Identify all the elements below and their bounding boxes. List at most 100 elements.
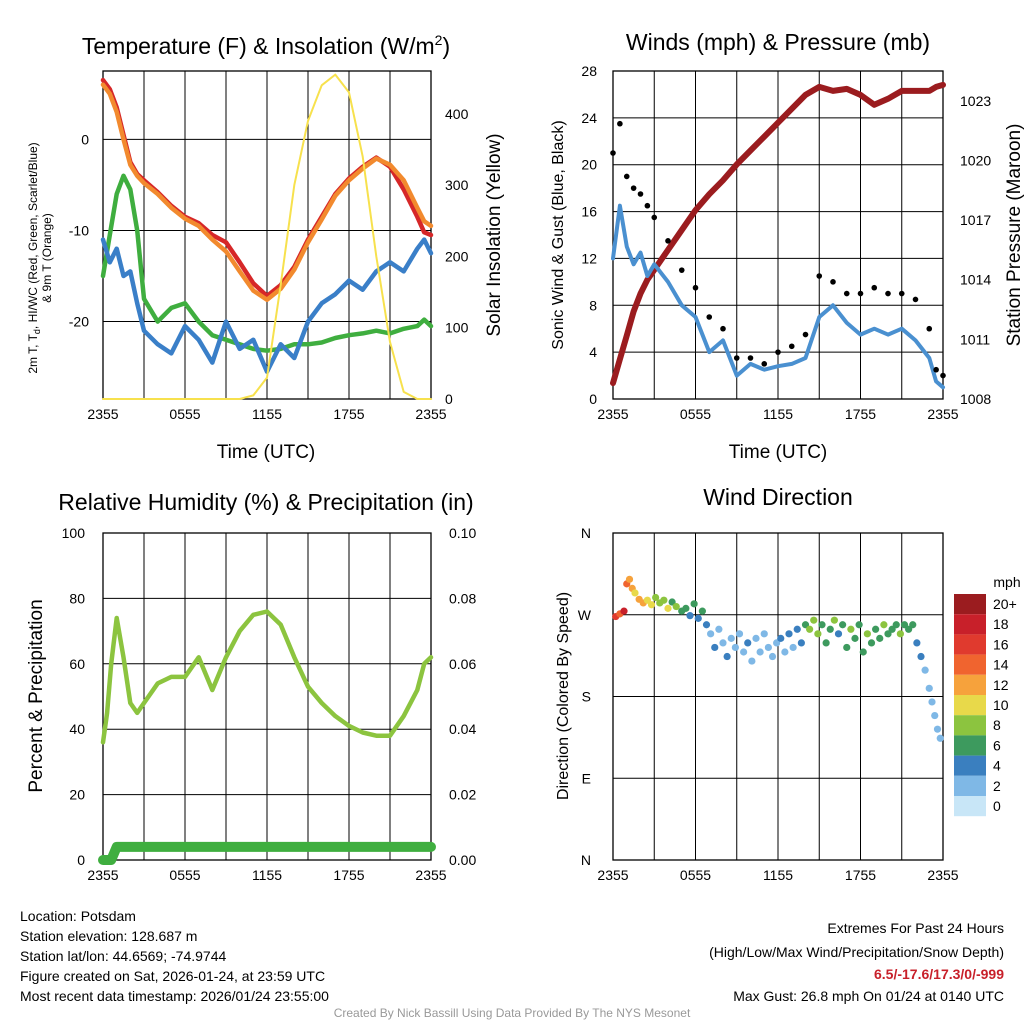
- wind-gust-point: [857, 290, 864, 297]
- temp-ytick-right-label: 200: [445, 248, 469, 264]
- wind-xtick-label: 1755: [845, 406, 876, 422]
- dir-point: [707, 630, 715, 638]
- wind-series-station-pressure: [610, 81, 946, 387]
- dir-point: [664, 604, 672, 612]
- dir-ytick-label: N: [581, 525, 591, 541]
- rh-ytick-right-label: 0.04: [449, 721, 476, 737]
- rh-series-precipitation: [98, 841, 436, 865]
- rh-frame: [102, 532, 432, 861]
- dir-point: [760, 630, 768, 638]
- dir-point: [731, 643, 739, 652]
- dir-point: [839, 621, 847, 629]
- legend-label: 10: [993, 697, 1009, 713]
- dir-point: [843, 643, 851, 652]
- dir-panel: N E S W N 2355 0555 1155 1755 2355: [578, 525, 959, 883]
- dir-point: [867, 639, 876, 647]
- dir-frame: [612, 532, 944, 861]
- dir-point: [735, 630, 744, 638]
- dir-point: [752, 634, 760, 642]
- wind-gust-point: [926, 325, 933, 332]
- temp-title: Temperature (F) & Insolation (W/m2): [82, 32, 450, 59]
- dir-point: [859, 648, 867, 656]
- temp-ytick-right-label: 0: [445, 391, 453, 407]
- temp-series-hi-wc: [100, 237, 434, 374]
- credit-line: Created By Nick Bassill Using Data Provi…: [333, 1006, 691, 1020]
- dir-point: [818, 621, 826, 629]
- footer-latlon: Station lat/lon: 44.6569; -74.9744: [20, 948, 227, 964]
- rh-series-relative-humidity: [100, 609, 434, 745]
- legend-swatch: [954, 674, 986, 695]
- legend-label: 14: [993, 657, 1009, 673]
- wind-xtick-label: 0555: [680, 406, 711, 422]
- dir-ytick-label: S: [582, 689, 591, 705]
- extremes-subtitle: (High/Low/Max Wind/Precipitation/Snow De…: [709, 944, 1004, 960]
- rh-ytick-label: 60: [69, 656, 85, 672]
- legend-swatch: [954, 775, 986, 796]
- temp-xtick-label: 2355: [87, 406, 118, 422]
- rh-xtick-label: 2355: [87, 867, 118, 883]
- dir-ylabel-left: Direction (Colored By Speed): [555, 592, 572, 800]
- wind-gust-point: [630, 185, 637, 191]
- rh-xtick-label: 1155: [252, 867, 282, 883]
- wind-ytick-right-label: 1011: [960, 331, 990, 347]
- wind-gust-point: [733, 355, 740, 361]
- svg-text:& 9m T (Orange): & 9m T (Orange): [40, 213, 54, 303]
- rh-xtick-label: 0555: [169, 867, 200, 883]
- legend-label: 12: [993, 677, 1009, 693]
- dir-point: [925, 684, 933, 692]
- rh-ytick-right-label: 0.06: [449, 656, 476, 672]
- wind-ytick-label: 0: [589, 391, 597, 407]
- wind-gust-point: [610, 150, 616, 156]
- legend-swatch: [954, 594, 986, 615]
- footer-created: Figure created on Sat, 2026-01-24, at 23…: [20, 968, 326, 984]
- dir-ytick-label: N: [581, 852, 591, 868]
- dir-point: [723, 652, 731, 661]
- wind-gust-point: [802, 331, 809, 338]
- rh-ytick-right-label: 0.02: [449, 787, 476, 803]
- dir-point: [847, 625, 855, 633]
- dir-point: [876, 634, 884, 642]
- dir-point: [660, 596, 668, 604]
- dir-point: [789, 643, 797, 652]
- wind-ytick-right-label: 1020: [960, 152, 991, 168]
- rh-ytick-label: 20: [69, 787, 85, 803]
- dir-point: [672, 602, 680, 611]
- wind-gust-point: [885, 290, 891, 297]
- dir-point: [830, 616, 838, 624]
- wind-gust-point: [816, 273, 823, 279]
- wind-gust-point: [843, 290, 850, 297]
- dir-point: [863, 630, 871, 638]
- temp-xtick-label: 1155: [252, 406, 282, 422]
- temp-xtick-label: 0555: [169, 406, 200, 422]
- wind-gust-point: [775, 349, 781, 355]
- wind-gust-point: [940, 372, 946, 379]
- wind-ytick-right-label: 1014: [960, 272, 991, 288]
- wind-xtick-label: 1155: [763, 406, 793, 422]
- rh-xtick-label: 1755: [333, 867, 364, 883]
- rh-title: Relative Humidity (%) & Precipitation (i…: [58, 489, 473, 515]
- dir-point: [810, 616, 818, 624]
- wind-xlabel: Time (UTC): [729, 442, 828, 463]
- footer-recent: Most recent data timestamp: 2026/01/24 2…: [20, 988, 329, 1004]
- wind-title: Winds (mph) & Pressure (mb): [626, 29, 930, 55]
- legend-swatch: [954, 614, 986, 635]
- legend-label: 16: [993, 636, 1009, 652]
- svg-text:2m T, Td, HI/WC (Red, Green, S: 2m T, Td, HI/WC (Red, Green, Scarlet/Blu…: [26, 142, 42, 373]
- legend-swatch: [954, 654, 986, 675]
- wind-ytick-label: 8: [589, 297, 597, 313]
- legend-label: 2: [993, 778, 1001, 794]
- rh-ytick-label: 40: [69, 721, 85, 737]
- dir-point: [690, 600, 698, 608]
- legend-swatch: [954, 695, 986, 716]
- wind-gust-point: [912, 296, 919, 303]
- dir-point: [682, 604, 690, 612]
- dir-point: [719, 639, 727, 647]
- legend-swatch: [954, 735, 986, 756]
- dir-point: [793, 625, 801, 633]
- dir-point: [781, 648, 789, 656]
- wind-ylabel-left: Sonic Wind & Gust (Blue, Black): [550, 120, 567, 349]
- wind-gust-point: [720, 325, 726, 332]
- temp-xtick-label: 2355: [415, 406, 446, 422]
- dir-point: [748, 657, 756, 665]
